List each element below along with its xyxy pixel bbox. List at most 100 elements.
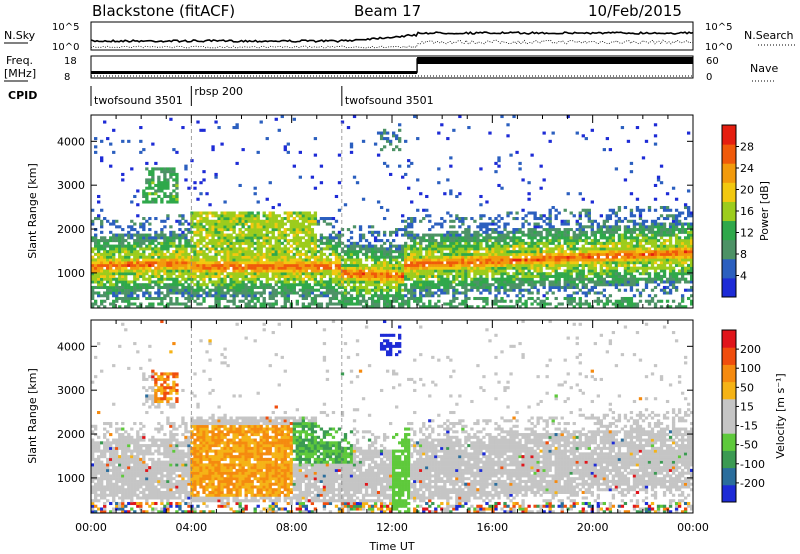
heatmap-cell xyxy=(476,288,480,292)
heatmap-cell xyxy=(614,302,619,306)
heatmap-cell xyxy=(422,302,426,306)
heatmap-cell xyxy=(503,299,507,303)
heatmap-cell xyxy=(398,261,402,265)
heatmap-cell xyxy=(277,255,281,259)
heatmap-cell xyxy=(259,241,263,245)
heatmap-cell xyxy=(256,255,260,259)
heatmap-cell xyxy=(202,211,206,215)
heatmap-cell xyxy=(202,288,206,292)
heatmap-cell xyxy=(407,252,411,256)
heatmap-cell xyxy=(349,285,354,289)
heatmap-cell xyxy=(157,233,161,237)
heatmap-cell xyxy=(340,272,345,276)
heatmap-cell xyxy=(109,239,113,243)
heatmap-cell xyxy=(635,280,640,284)
heatmap-cell xyxy=(100,255,104,259)
heatmap-cell xyxy=(163,178,167,182)
heatmap-cell xyxy=(163,172,167,176)
heatmap-cell xyxy=(373,258,378,262)
heatmap-cell xyxy=(575,252,579,256)
heatmap-cell xyxy=(223,241,227,245)
heatmap-cell xyxy=(223,211,227,215)
heatmap-cell xyxy=(419,291,423,295)
heatmap-cell xyxy=(373,244,378,248)
heatmap-cell xyxy=(533,217,537,221)
heatmap-cell xyxy=(256,263,260,267)
heatmap-cell xyxy=(482,269,486,273)
heatmap-cell xyxy=(641,263,646,267)
heatmap-cell xyxy=(145,161,149,165)
heatmap-cell xyxy=(265,225,269,229)
heatmap-cell xyxy=(166,194,170,199)
heatmap-cell xyxy=(533,244,537,248)
heatmap-cell xyxy=(419,277,423,281)
heatmap-cell xyxy=(578,255,582,259)
heatmap-cell xyxy=(322,258,327,262)
heatmap-cell xyxy=(557,247,561,251)
heatmap-cell xyxy=(169,291,173,295)
heatmap-cell xyxy=(419,299,423,303)
heatmap-cell xyxy=(274,219,278,223)
heatmap-cell xyxy=(476,272,480,276)
heatmap-cell xyxy=(539,266,543,270)
heatmap-cell xyxy=(142,269,146,273)
heatmap-cell xyxy=(617,219,622,223)
heatmap-cell xyxy=(449,214,453,218)
heatmap-cell xyxy=(268,219,272,223)
heatmap-cell xyxy=(653,219,658,223)
heatmap-cell xyxy=(446,263,450,267)
heatmap-cell xyxy=(253,302,257,306)
heatmap-cell xyxy=(229,272,233,276)
heatmap-cell xyxy=(307,250,312,254)
heatmap-cell xyxy=(376,153,381,157)
heatmap-cell xyxy=(488,236,492,240)
heatmap-cell xyxy=(286,241,290,245)
heatmap-cell xyxy=(148,255,152,259)
heatmap-cell xyxy=(455,272,459,276)
heatmap-cell xyxy=(127,294,131,298)
heatmap-cell xyxy=(157,175,161,179)
heatmap-cell xyxy=(124,255,128,259)
heatmap-cell xyxy=(217,280,221,284)
heatmap-cell xyxy=(199,181,203,185)
heatmap-cell xyxy=(461,219,465,223)
heatmap-cell xyxy=(602,225,607,229)
heatmap-cell xyxy=(407,305,411,309)
heatmap-cell xyxy=(512,263,516,267)
heatmap-cell xyxy=(196,288,200,292)
heatmap-cell xyxy=(533,211,537,215)
heatmap-cell xyxy=(548,252,552,256)
heatmap-cell xyxy=(388,261,393,265)
heatmap-cell xyxy=(635,288,640,292)
heatmap-cell xyxy=(106,244,110,248)
heatmap-cell xyxy=(385,294,390,298)
heatmap-cell xyxy=(479,247,483,251)
heatmap-cell xyxy=(136,305,140,309)
heatmap-cell xyxy=(262,255,266,259)
heatmap-cell xyxy=(139,272,143,276)
heatmap-cell xyxy=(536,241,540,245)
heatmap-cell xyxy=(361,277,366,281)
heatmap-cell xyxy=(295,291,299,295)
heatmap-cell xyxy=(560,233,564,237)
heatmap-cell xyxy=(112,128,116,132)
heatmap-cell xyxy=(124,272,128,276)
heatmap-cell xyxy=(467,241,471,245)
heatmap-cell xyxy=(626,277,631,281)
heatmap-cell xyxy=(410,252,414,256)
heatmap-cell xyxy=(163,269,167,273)
heatmap-cell xyxy=(184,285,188,289)
heatmap-cell xyxy=(169,285,173,289)
heatmap-cell xyxy=(169,170,173,174)
heatmap-cell xyxy=(632,261,637,265)
heatmap-cell xyxy=(626,280,631,284)
heatmap-cell xyxy=(590,233,594,237)
heatmap-cell xyxy=(554,236,558,240)
heatmap-cell xyxy=(280,263,284,267)
heatmap-cell xyxy=(280,258,284,262)
heatmap-cell xyxy=(118,252,122,256)
heatmap-cell xyxy=(638,261,643,265)
heatmap-cell xyxy=(205,236,209,240)
heatmap-cell xyxy=(530,285,534,289)
heatmap-cell xyxy=(220,283,224,287)
